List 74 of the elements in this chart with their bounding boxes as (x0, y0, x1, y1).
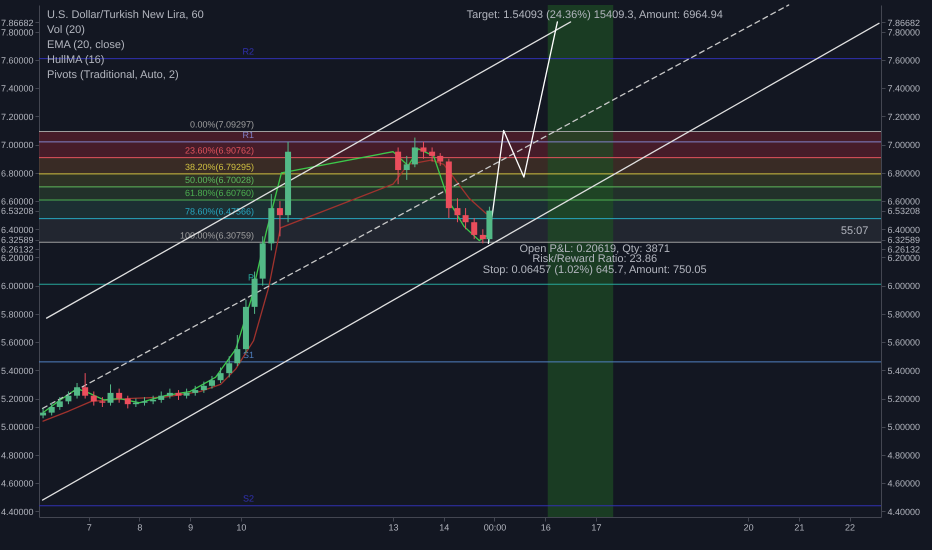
ref-line-label: R2 (242, 46, 254, 57)
ref-line-label: 0.00%(7.09297) (190, 120, 254, 130)
x-tick-label: 17 (591, 522, 602, 532)
y2-tick-label: 4.80000 (888, 450, 920, 460)
x-tick-label: 14 (439, 522, 450, 532)
x-tick-label: 22 (845, 522, 856, 532)
y-tick-label: 5.20000 (0, 394, 34, 404)
y2-tick-label: 6.53208 (888, 206, 920, 216)
y-tick-label: 6.26132 (0, 244, 34, 254)
y2-tick-label: 5.00000 (888, 422, 920, 432)
y2-tick-label: 6.20000 (888, 252, 920, 263)
x-tick-label: 8 (137, 522, 142, 532)
y2-tick-label: 7.60000 (888, 56, 920, 66)
y-tick-label: 6.40000 (0, 224, 34, 235)
x-tick-label: 20 (744, 522, 754, 532)
y-tick-label: 6.32589 (0, 235, 34, 246)
y-tick-label: 7.60000 (0, 56, 34, 66)
annotation: Target: 1.54093 (24.36%) 15409.3, Amount: 6964.94 (466, 9, 723, 21)
y2-tick-label: 7.40000 (888, 84, 920, 94)
y2-tick-label: 6.40000 (888, 224, 920, 235)
chart-title: U.S. Dollar/Turkish New Lira, 60 (47, 9, 204, 21)
y-tick-label: 7.80000 (0, 27, 34, 38)
ref-line-label: S2 (242, 494, 254, 504)
y2-tick-label: 6.26132 (888, 244, 920, 254)
y-tick-label: 6.00000 (0, 281, 34, 292)
ref-line-label: R1 (242, 130, 254, 140)
y2-tick-label: 7.80000 (888, 27, 920, 38)
y-tick-label: 5.80000 (0, 309, 34, 320)
y2-tick-label: 4.60000 (888, 478, 920, 489)
annotation: 55:07 (840, 225, 868, 237)
y-tick-label: 7.86682 (0, 18, 34, 28)
y-tick-label: 5.40000 (0, 366, 34, 376)
annotation: Pivots (Traditional, Auto, 2) (47, 69, 179, 81)
y2-tick-label: 5.60000 (888, 338, 920, 348)
y2-tick-label: 5.80000 (888, 309, 920, 320)
x-tick-label: 21 (794, 522, 804, 532)
annotation: Stop: 0.06457 (1.02%) 645.7, Amount: 750.05 (482, 264, 707, 276)
ref-line-label: 61.80%(6.60760) (184, 188, 254, 198)
y-tick-label: 5.60000 (0, 338, 34, 348)
y-tick-label: 7.00000 (0, 140, 34, 150)
annotation: EMA (20, close) (47, 39, 125, 51)
y2-tick-label: 6.80000 (888, 168, 920, 178)
y2-tick-label: 7.20000 (888, 112, 920, 122)
y-tick-label: 4.60000 (0, 478, 34, 489)
y-tick-label: 7.40000 (0, 84, 34, 94)
y2-tick-label: 7.00000 (888, 140, 920, 150)
x-tick-label: 9 (188, 522, 194, 532)
x-tick-label: 10 (236, 522, 246, 532)
y2-tick-label: 6.60000 (888, 196, 920, 207)
y-tick-label: 5.00000 (0, 422, 34, 432)
x-tick-label: 7 (86, 522, 92, 532)
annotation: Risk/Reward Ratio: 23.86 (532, 253, 658, 265)
y2-tick-label: 7.86682 (888, 18, 920, 28)
y2-tick-label: 5.40000 (888, 366, 920, 376)
annotation: Open P&L: 0.20619, Qty: 3871 (519, 243, 670, 255)
y2-tick-label: 5.20000 (888, 394, 920, 404)
y-tick-label: 7.20000 (0, 112, 34, 122)
x-tick-label: 00:00 (484, 522, 506, 532)
y-tick-label: 4.80000 (0, 450, 34, 460)
ref-line-label: 50.00%(6.70028) (184, 174, 254, 185)
x-tick-label: 13 (388, 522, 399, 532)
ref-line-label: 38.20%(6.79295) (184, 162, 254, 172)
y2-tick-label: 6.32589 (888, 235, 920, 246)
y2-tick-label: 4.40000 (888, 506, 920, 517)
y-tick-label: 6.80000 (0, 168, 34, 178)
y-tick-label: 6.20000 (0, 252, 34, 263)
x-tick-label: 16 (540, 522, 551, 532)
annotation: Vol (20) (47, 24, 85, 36)
y-tick-label: 6.53208 (0, 206, 34, 216)
ref-line-label: P (248, 272, 254, 282)
y-tick-label: 4.40000 (0, 506, 34, 517)
y2-tick-label: 6.00000 (888, 281, 920, 292)
y-tick-label: 6.60000 (0, 196, 34, 207)
ref-line-label: 23.60%(6.90762) (184, 146, 254, 156)
